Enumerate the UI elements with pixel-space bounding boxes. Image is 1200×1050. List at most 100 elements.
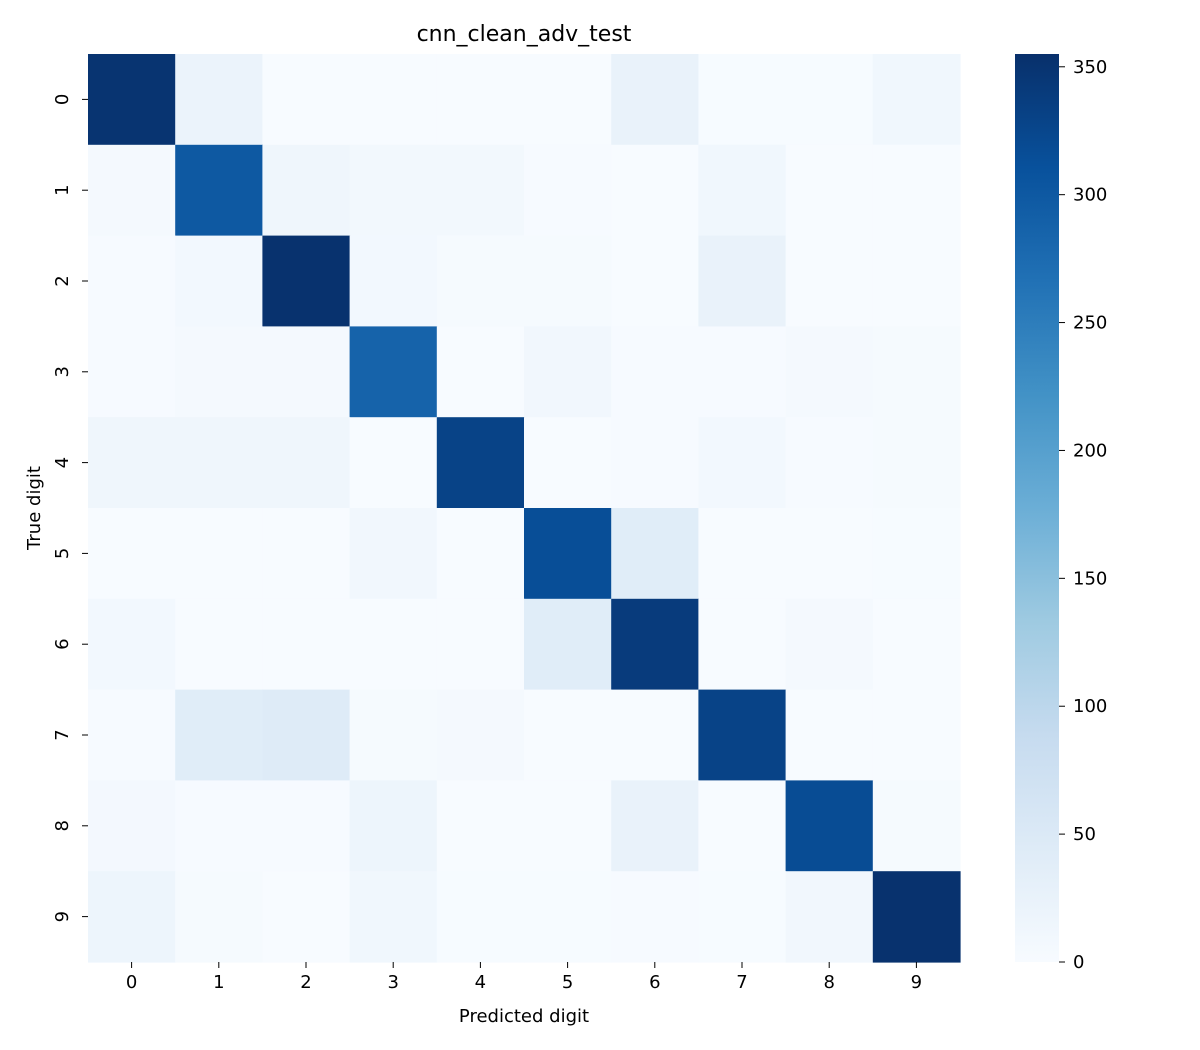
heatmap-cell [698,54,787,146]
heatmap-cell [262,235,351,327]
heatmap-cell [175,326,263,418]
colorbar-tick-label: 100 [1073,696,1107,717]
heatmap-cell [785,235,874,327]
heatmap-cell [436,144,525,237]
heatmap-cell [436,780,525,872]
heatmap-cell [785,871,874,963]
heatmap-cell [872,326,961,418]
heatmap-cell [262,780,351,872]
x-tick-label: 9 [911,972,922,993]
x-tick-label: 5 [562,972,573,993]
heatmap-cell [872,871,961,963]
heatmap-cell [524,871,612,963]
heatmap-cell [611,326,699,418]
heatmap-cell [175,508,263,600]
heatmap-cell [872,508,961,600]
y-tick-label: 5 [52,548,73,559]
heatmap-cell [698,417,787,509]
heatmap-cell [611,689,699,781]
heatmap-cell [611,144,699,237]
colorbar-tick-label: 250 [1073,313,1107,334]
heatmap-cell [872,144,961,237]
heatmap-cell [524,144,612,237]
heatmap-cell [872,780,961,872]
y-axis-ticks: 0 1 2 3 4 5 6 7 8 9 [52,94,88,922]
heatmap-cell [436,54,525,146]
heatmap-cell [175,871,263,963]
heatmap-cell [524,780,612,872]
heatmap-cell [611,235,699,327]
heatmap-cell [88,689,176,781]
colorbar-tick-label: 0 [1073,952,1084,973]
heatmap-cell [524,326,612,418]
heatmap-cell [698,780,787,872]
heatmap-cell [175,235,263,327]
heatmap-cell [262,144,351,237]
heatmap-cell [175,144,263,237]
heatmap-cell [88,144,176,237]
heatmap-cell [175,689,263,781]
y-tick-label: 8 [52,820,73,831]
heatmap-cell [524,417,612,509]
x-tick-label: 6 [649,972,660,993]
colorbar-tick-label: 50 [1073,824,1096,845]
heatmap-cell [872,235,961,327]
heatmap-cell [88,780,176,872]
heatmap-cell [872,417,961,509]
heatmap-cell [611,780,699,872]
heatmap-cell [262,871,351,963]
heatmap-cell [611,871,699,963]
heatmap-cell [785,144,874,237]
colorbar-tick-label: 350 [1073,57,1107,78]
heatmap-cell [611,508,699,600]
heatmap-cell [349,144,438,237]
heatmap-cell [698,326,787,418]
heatmap-cell [175,417,263,509]
colorbar-ticks: 0 50 100 150 200 250 300 350 [1059,57,1107,973]
y-tick-label: 2 [52,275,73,286]
heatmap-cell [785,598,874,691]
colorbar [1015,54,1059,962]
y-tick-label: 7 [52,729,73,740]
heatmap-cell [524,235,612,327]
heatmap-cell [785,417,874,509]
heatmap-cell [262,326,351,418]
heatmap-cell [611,598,699,691]
x-tick-label: 3 [387,972,398,993]
heatmap-cell [88,54,176,146]
heatmap-cell [785,54,874,146]
x-tick-label: 2 [300,972,311,993]
heatmap-cell [175,598,263,691]
heatmap-cell [436,326,525,418]
heatmap-cell [436,417,525,509]
x-axis-ticks: 0 1 2 3 4 5 6 7 8 9 [126,962,922,993]
heatmap-cell [785,326,874,418]
heatmap-cell [262,689,351,781]
heatmap-cell [349,417,438,509]
heatmap-cell [175,780,263,872]
x-axis-label: Predicted digit [459,1006,589,1027]
y-tick-label: 4 [52,457,73,468]
x-tick-label: 1 [213,972,224,993]
heatmap-cell [262,54,351,146]
heatmap-cell [872,689,961,781]
heatmap-cell [524,598,612,691]
y-tick-label: 0 [52,94,73,105]
colorbar-tick-label: 300 [1073,185,1107,206]
heatmap-cell [872,598,961,691]
heatmap-cell [262,508,351,600]
x-tick-label: 7 [736,972,747,993]
y-tick-label: 6 [52,638,73,649]
heatmap-cell [436,598,525,691]
heatmap-cell [524,54,612,146]
chart-title: cnn_clean_adv_test [417,22,632,47]
heatmap-cell [611,54,699,146]
heatmap-cell [262,417,351,509]
heatmap-cell [262,598,351,691]
heatmap-cell [436,689,525,781]
heatmap-cell [88,326,176,418]
heatmap-cell [698,235,787,327]
y-tick-label: 9 [52,911,73,922]
heatmap-cell [872,54,961,146]
